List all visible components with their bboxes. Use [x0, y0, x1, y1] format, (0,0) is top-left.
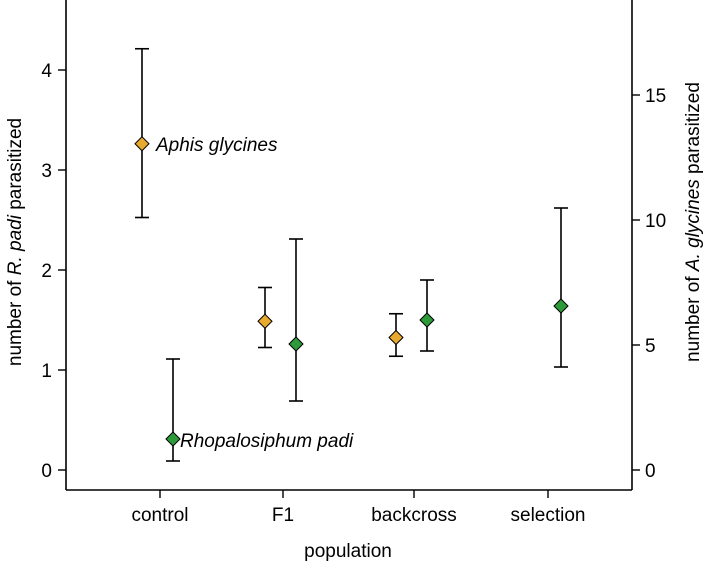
series-rhopalosiphum-padi — [165, 207, 569, 462]
left-tick-label: 2 — [41, 261, 52, 282]
left-axis-title-part-2: R. padi — [5, 214, 26, 275]
data-point-backcross — [419, 312, 435, 328]
right-axis-title-part-2: A. glycines — [683, 179, 704, 272]
series-layer — [134, 47, 569, 462]
left-tick-label: 0 — [41, 461, 52, 482]
right-tick-label: 5 — [645, 336, 656, 357]
x-tick-label-control: control — [131, 505, 188, 526]
right-axis: 0 5 10 15 — [632, 86, 666, 482]
right-tick-label: 10 — [645, 211, 666, 232]
left-axis-title-part-1: number of — [5, 275, 26, 366]
right-axis-title: number of A. glycines parasitized — [683, 82, 704, 362]
left-tick-label: 4 — [41, 61, 52, 82]
plot-frame — [65, 0, 633, 491]
left-tick-label: 1 — [41, 361, 52, 382]
left-axis-title: number of R. padi parasitized — [5, 118, 26, 366]
annotation-rhopalosiphum-padi: Rhopalosiphum padi — [180, 431, 354, 452]
series-aphis-glycines — [134, 47, 404, 358]
x-axis: control F1 backcross selection — [131, 490, 586, 526]
x-axis-title: population — [304, 541, 392, 562]
left-tick-label: 3 — [41, 161, 52, 182]
annotation-aphis-glycines: Aphis glycines — [155, 135, 278, 156]
data-point-f1 — [257, 313, 273, 329]
right-axis-title-part-3: parasitized — [683, 82, 704, 179]
x-tick-label-backcross: backcross — [371, 505, 457, 526]
annotations: Aphis glycines Rhopalosiphum padi — [155, 135, 354, 452]
left-axis-title-part-3: parasitized — [5, 118, 26, 215]
data-point-f1 — [288, 336, 304, 352]
right-tick-label: 15 — [645, 86, 666, 107]
right-axis-title-part-1: number of — [683, 271, 704, 362]
x-tick-label-selection: selection — [511, 505, 586, 526]
left-axis: 0 1 2 3 4 — [41, 61, 66, 482]
data-point-control — [165, 431, 181, 447]
data-point-backcross — [388, 329, 404, 346]
x-tick-label-f1: F1 — [272, 505, 294, 526]
data-point-selection — [553, 298, 569, 314]
data-point-control — [134, 136, 150, 152]
right-tick-label: 0 — [645, 461, 656, 482]
